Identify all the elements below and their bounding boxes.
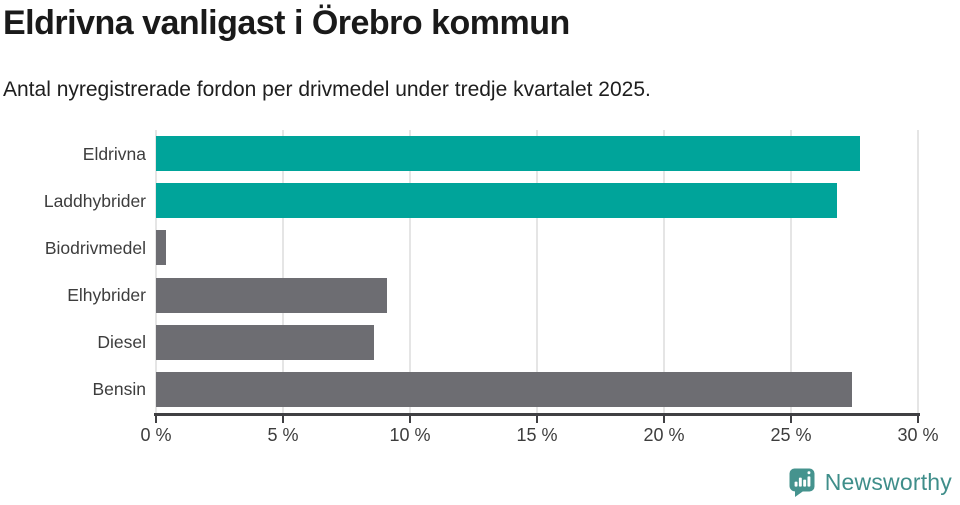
bar [156,136,860,172]
category-label: Laddhybrider [43,190,146,211]
x-axis-tick-label: 30 % [897,425,939,445]
x-axis-tick-label: 25 % [770,425,812,445]
grid-line [282,130,284,413]
x-axis-tick [663,416,665,423]
bar [156,183,837,219]
category-label: Eldrivna [82,143,146,164]
grid-line [409,130,411,413]
newsworthy-logo-icon [789,468,815,497]
chart-title: Eldrivna vanligast i Örebro kommun [3,4,570,42]
chart-subtitle: Antal nyregistrerade fordon per drivmede… [3,78,651,101]
x-axis-tick-label: 5 % [267,425,299,445]
bar [156,324,375,360]
grid-line [155,130,157,413]
x-axis-tick [282,416,284,423]
x-axis-tick [155,416,157,423]
category-label: Elhybrider [67,285,146,306]
x-axis-tick [917,416,919,423]
grid-line [917,130,919,413]
x-axis-tick-label: 20 % [643,425,685,445]
category-label: Bensin [92,379,146,400]
x-axis-tick-label: 10 % [389,425,431,445]
bar [156,371,852,407]
x-axis-tick-label: 0 % [140,425,172,445]
category-label: Diesel [97,332,146,353]
x-axis-tick [536,416,538,423]
category-label: Biodrivmedel [44,237,146,258]
x-axis-tick-label: 15 % [516,425,558,445]
brand-name: Newsworthy [824,469,952,495]
grid-line [790,130,792,413]
grid-line [536,130,538,413]
grid-line [663,130,665,413]
x-axis-tick [790,416,792,423]
x-axis-tick [409,416,411,423]
x-axis-line [154,413,920,416]
bar [156,277,388,313]
brand-footer[interactable]: Newsworthy [788,467,952,498]
bar [156,230,167,266]
